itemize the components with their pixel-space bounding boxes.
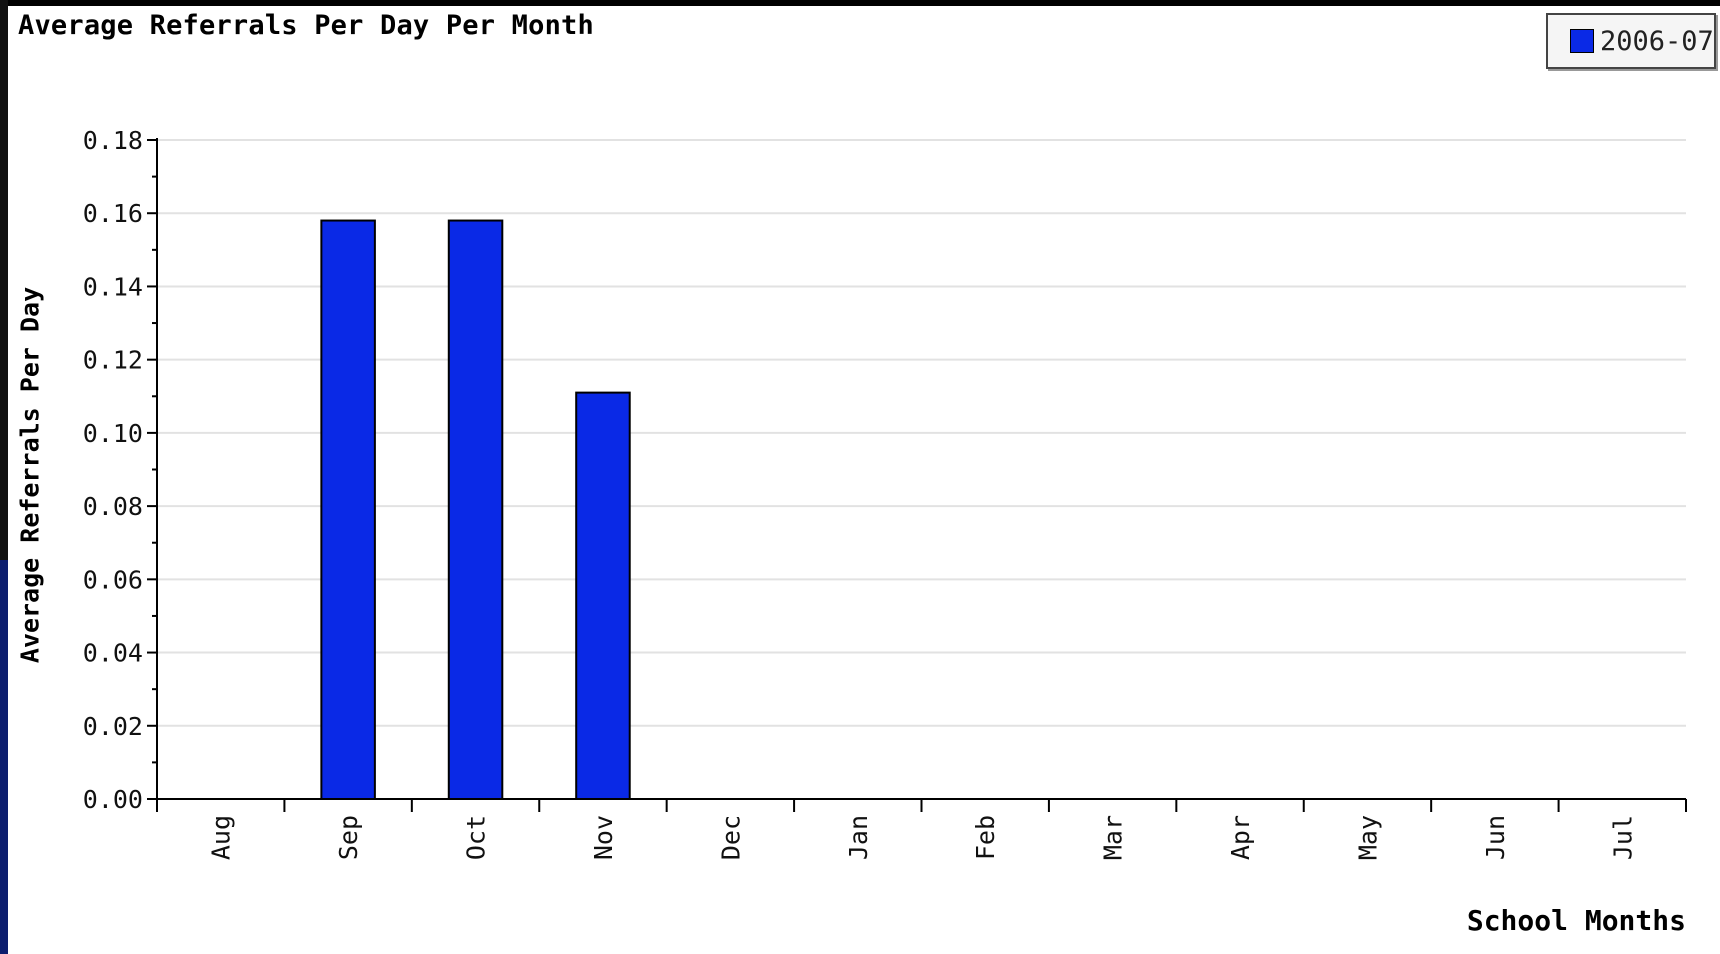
x-tick-label: Dec bbox=[716, 815, 745, 860]
x-tick-label: Mar bbox=[1099, 815, 1128, 860]
x-tick-label: Aug bbox=[207, 815, 236, 860]
legend: 2006-07 bbox=[1546, 13, 1716, 69]
x-tick-label: Jun bbox=[1481, 815, 1510, 860]
y-tick-label: 0.12 bbox=[83, 346, 143, 375]
y-tick-label: 0.02 bbox=[83, 712, 143, 741]
x-tick-label: Nov bbox=[589, 815, 618, 860]
y-tick-label: 0.18 bbox=[83, 126, 143, 155]
legend-swatch bbox=[1570, 29, 1594, 53]
legend-label: 2006-07 bbox=[1600, 25, 1714, 57]
x-tick-label: Sep bbox=[334, 815, 363, 860]
x-tick-label: May bbox=[1353, 815, 1382, 860]
y-tick-label: 0.06 bbox=[83, 565, 143, 594]
chart-title: Average Referrals Per Day Per Month bbox=[18, 10, 594, 41]
bar-sep bbox=[320, 219, 376, 801]
chart-panel bbox=[8, 6, 1720, 954]
y-tick-label: 0.16 bbox=[83, 199, 143, 228]
bar-nov bbox=[575, 391, 631, 800]
window-left-edge bbox=[0, 0, 8, 954]
x-tick-label: Feb bbox=[971, 815, 1000, 860]
x-tick-label: Apr bbox=[1226, 815, 1255, 860]
window-left-edge-accent bbox=[0, 560, 8, 954]
x-tick-label: Jan bbox=[844, 815, 873, 860]
y-tick-label: 0.14 bbox=[83, 272, 143, 301]
y-tick-label: 0.10 bbox=[83, 419, 143, 448]
bar-oct bbox=[447, 219, 504, 801]
x-tick-label: Oct bbox=[462, 815, 491, 860]
y-tick-label: 0.08 bbox=[83, 492, 143, 521]
x-tick-label: Jul bbox=[1608, 815, 1637, 860]
y-tick-label: 0.00 bbox=[83, 785, 143, 814]
x-axis-label: School Months bbox=[1466, 904, 1686, 937]
y-tick-label: 0.04 bbox=[83, 639, 143, 668]
